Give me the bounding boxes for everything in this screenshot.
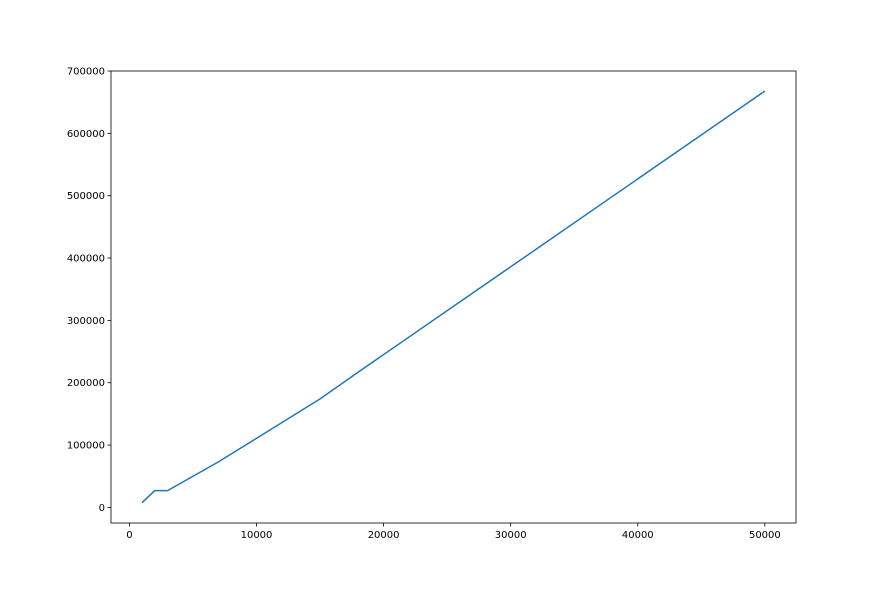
y-tick-label: 500000 xyxy=(67,191,105,202)
x-tick-label: 10000 xyxy=(241,530,273,541)
y-tick-label: 600000 xyxy=(67,129,105,140)
y-tick-label: 300000 xyxy=(67,316,105,327)
y-tick-label: 400000 xyxy=(67,254,105,265)
x-tick-label: 50000 xyxy=(749,530,781,541)
y-tick-label: 0 xyxy=(99,503,105,514)
plot-frame xyxy=(110,70,797,524)
x-tick-label: 0 xyxy=(126,530,132,541)
x-tick-label: 40000 xyxy=(622,530,654,541)
x-tick-label: 30000 xyxy=(495,530,527,541)
y-tick-label: 700000 xyxy=(67,67,105,78)
y-tick-label: 100000 xyxy=(67,441,105,452)
x-tick-label: 20000 xyxy=(368,530,400,541)
y-tick-label: 200000 xyxy=(67,378,105,389)
series-line-0 xyxy=(141,90,766,504)
